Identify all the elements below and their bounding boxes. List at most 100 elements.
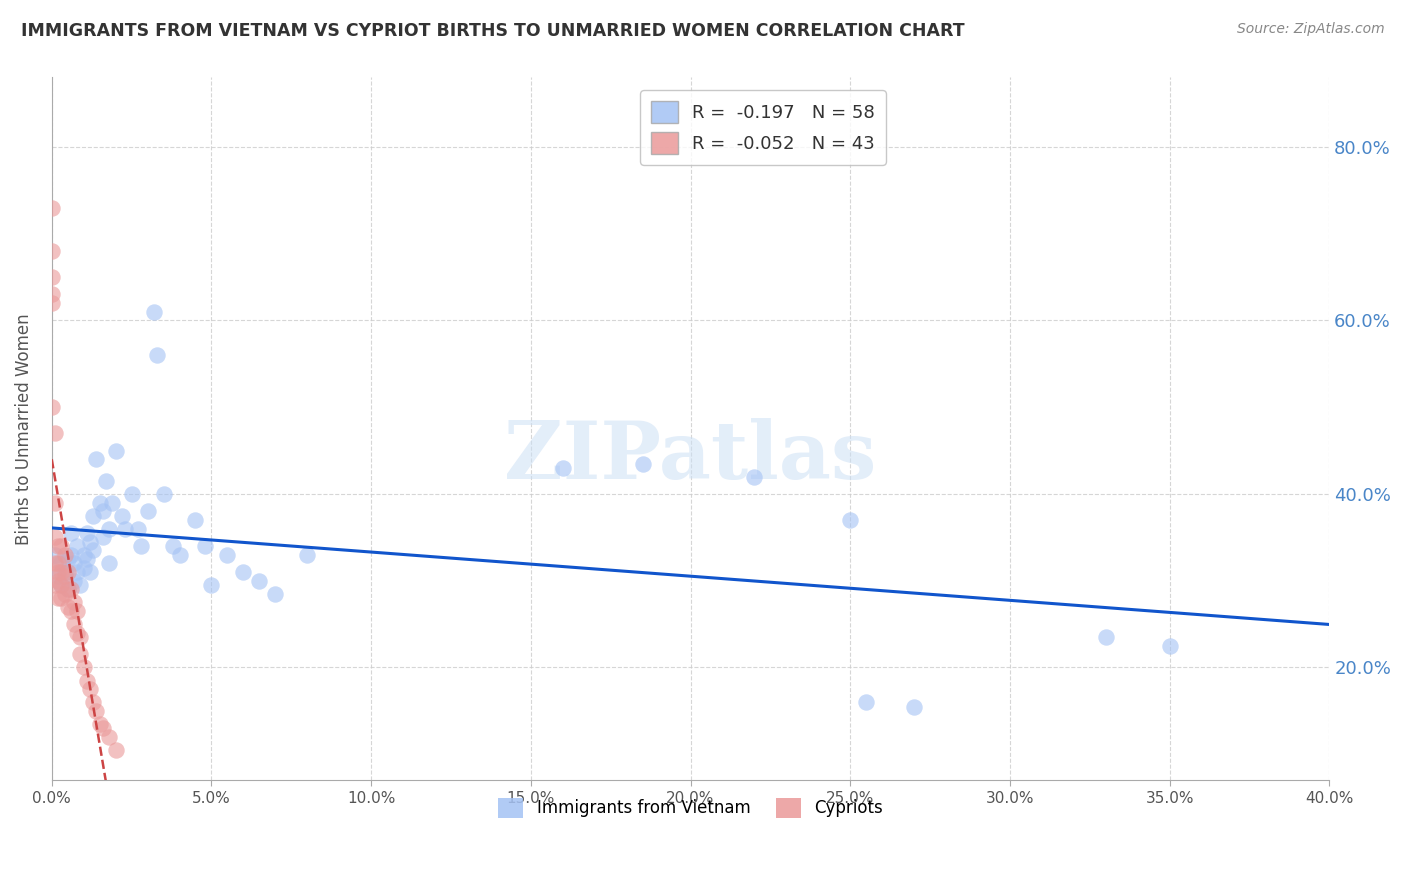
Point — [89, 717, 111, 731]
Point — [162, 539, 184, 553]
Point — [46, 569, 69, 583]
Point — [41, 296, 63, 310]
Point — [111, 508, 134, 523]
Text: Source: ZipAtlas.com: Source: ZipAtlas.com — [1237, 22, 1385, 37]
Point — [69, 648, 91, 662]
Point — [184, 513, 207, 527]
Point — [59, 548, 82, 562]
Point — [44, 426, 66, 441]
Point — [66, 539, 89, 553]
Point — [98, 557, 121, 571]
Point — [53, 565, 76, 579]
Point — [46, 557, 69, 571]
Point — [855, 695, 877, 709]
Point — [169, 548, 191, 562]
Point — [631, 457, 654, 471]
Point — [66, 565, 89, 579]
Point — [51, 578, 73, 592]
Point — [98, 522, 121, 536]
Point — [51, 591, 73, 605]
Point — [551, 461, 574, 475]
Point — [76, 673, 98, 688]
Point — [41, 201, 63, 215]
Point — [56, 565, 79, 579]
Point — [142, 304, 165, 318]
Point — [79, 682, 101, 697]
Point — [82, 543, 104, 558]
Point — [121, 487, 143, 501]
Point — [104, 743, 127, 757]
Point — [56, 599, 79, 614]
Point — [1159, 639, 1181, 653]
Y-axis label: Births to Unmarried Women: Births to Unmarried Women — [15, 313, 32, 545]
Point — [744, 469, 766, 483]
Point — [152, 487, 174, 501]
Point — [44, 548, 66, 562]
Point — [136, 504, 159, 518]
Point — [264, 587, 287, 601]
Point — [63, 574, 86, 588]
Point — [114, 522, 136, 536]
Point — [51, 539, 73, 553]
Point — [46, 574, 69, 588]
Point — [91, 530, 114, 544]
Point — [41, 287, 63, 301]
Point — [101, 495, 124, 509]
Point — [91, 504, 114, 518]
Point — [51, 565, 73, 579]
Point — [217, 548, 239, 562]
Point — [44, 530, 66, 544]
Point — [91, 721, 114, 735]
Point — [53, 569, 76, 583]
Point — [903, 699, 925, 714]
Point — [98, 730, 121, 744]
Point — [53, 587, 76, 601]
Point — [79, 534, 101, 549]
Point — [63, 617, 86, 632]
Point — [63, 595, 86, 609]
Point — [46, 591, 69, 605]
Point — [56, 552, 79, 566]
Point — [76, 526, 98, 541]
Text: IMMIGRANTS FROM VIETNAM VS CYPRIOT BIRTHS TO UNMARRIED WOMEN CORRELATION CHART: IMMIGRANTS FROM VIETNAM VS CYPRIOT BIRTH… — [21, 22, 965, 40]
Point — [44, 557, 66, 571]
Point — [200, 578, 222, 592]
Point — [66, 625, 89, 640]
Point — [94, 474, 117, 488]
Point — [41, 244, 63, 258]
Point — [247, 574, 270, 588]
Point — [1094, 630, 1116, 644]
Point — [66, 604, 89, 618]
Point — [86, 452, 108, 467]
Point — [194, 539, 217, 553]
Point — [44, 495, 66, 509]
Point — [69, 630, 91, 644]
Point — [46, 565, 69, 579]
Point — [297, 548, 319, 562]
Point — [59, 604, 82, 618]
Point — [73, 548, 96, 562]
Point — [73, 560, 96, 574]
Point — [86, 704, 108, 718]
Point — [51, 557, 73, 571]
Point — [63, 557, 86, 571]
Point — [82, 508, 104, 523]
Point — [73, 660, 96, 674]
Point — [146, 348, 169, 362]
Point — [89, 495, 111, 509]
Point — [56, 582, 79, 597]
Point — [129, 539, 152, 553]
Point — [82, 695, 104, 709]
Point — [104, 443, 127, 458]
Point — [51, 578, 73, 592]
Point — [56, 582, 79, 597]
Text: ZIPatlas: ZIPatlas — [505, 418, 876, 496]
Point — [44, 578, 66, 592]
Point — [76, 552, 98, 566]
Legend: Immigrants from Vietnam, Cypriots: Immigrants from Vietnam, Cypriots — [492, 791, 889, 825]
Point — [41, 400, 63, 414]
Point — [69, 578, 91, 592]
Point — [59, 582, 82, 597]
Point — [41, 270, 63, 285]
Point — [46, 539, 69, 553]
